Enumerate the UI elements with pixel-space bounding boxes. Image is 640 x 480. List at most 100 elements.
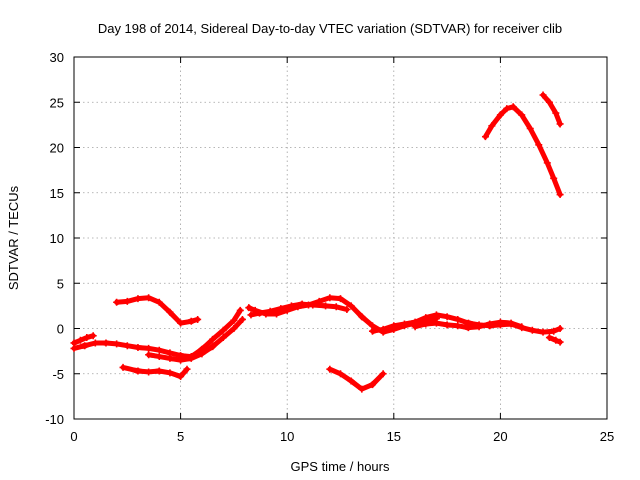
- y-tick-label: 25: [50, 95, 64, 110]
- data-point-marker: [194, 315, 202, 323]
- data-point-marker: [102, 339, 110, 347]
- series-band-arc-7-1: [249, 301, 348, 317]
- data-point-marker: [475, 323, 483, 331]
- data-point-marker: [238, 315, 246, 323]
- x-tick-label: 5: [177, 429, 184, 444]
- data-point-marker: [219, 334, 227, 342]
- data-point-marker: [556, 325, 564, 332]
- data-point-marker: [496, 111, 504, 119]
- x-tick-label: 15: [387, 429, 401, 444]
- y-tick-label: 30: [50, 50, 64, 65]
- data-point-marker: [545, 334, 553, 342]
- series-band-arc-5-1: [146, 317, 243, 362]
- data-point-marker: [70, 339, 78, 347]
- data-point-marker: [113, 298, 121, 306]
- data-point-marker: [443, 321, 451, 329]
- x-tick-label: 20: [493, 429, 507, 444]
- data-point-marker: [326, 365, 334, 373]
- data-point-marker: [390, 322, 398, 330]
- data-point-marker: [518, 111, 526, 119]
- chart-title: Day 198 of 2014, Sidereal Day-to-day VTE…: [98, 21, 562, 36]
- data-point-marker: [123, 297, 131, 305]
- data-point-marker: [535, 141, 543, 149]
- data-point-marker: [76, 336, 84, 344]
- data-point-marker: [528, 326, 536, 334]
- y-tick-label: 0: [57, 322, 64, 337]
- data-point-marker: [379, 370, 387, 378]
- data-point-marker: [145, 344, 153, 352]
- data-point-marker: [166, 354, 174, 362]
- data-point-marker: [347, 302, 355, 310]
- data-point-marker: [326, 294, 334, 302]
- data-point-marker: [400, 320, 408, 328]
- data-point-marker: [368, 381, 376, 389]
- data-point-marker: [411, 323, 419, 331]
- data-point-marker: [337, 295, 344, 303]
- data-point-marker: [550, 174, 558, 182]
- data-point-marker: [187, 317, 195, 325]
- data-point-marker: [322, 302, 330, 310]
- data-point-marker: [123, 342, 131, 350]
- data-point-marker: [432, 319, 440, 327]
- data-point-marker: [464, 324, 472, 332]
- data-point-marker: [177, 356, 185, 364]
- data-point-marker: [347, 377, 355, 385]
- data-point-marker: [368, 327, 376, 335]
- y-tick-label: -10: [45, 412, 64, 427]
- data-point-marker: [539, 328, 547, 336]
- y-tick-label: 20: [50, 141, 64, 156]
- data-point-marker: [155, 298, 163, 306]
- data-point-marker: [496, 318, 504, 326]
- data-point-marker: [545, 98, 553, 106]
- data-point-marker: [183, 365, 191, 373]
- data-point-marker: [379, 325, 387, 333]
- series-band-arc-8-1: [328, 366, 384, 391]
- data-point-marker: [543, 159, 551, 167]
- data-point-marker: [556, 120, 564, 128]
- data-point-marker: [145, 294, 153, 302]
- data-point-marker: [552, 109, 560, 117]
- axis-ticks: 0 5 10 15 20 25 -10 -5 0 5 10 15 20 25 30: [45, 50, 614, 444]
- x-tick-label: 25: [600, 429, 614, 444]
- data-point-marker: [134, 367, 142, 375]
- series-band-arc-13-1: [541, 94, 561, 127]
- data-point-marker: [509, 103, 517, 111]
- data-point-marker: [454, 315, 462, 323]
- data-point-marker: [266, 307, 274, 315]
- data-point-marker: [230, 316, 238, 324]
- data-point-marker: [230, 325, 238, 332]
- data-point-marker: [503, 105, 511, 113]
- data-point-marker: [166, 369, 174, 377]
- data-point-marker: [298, 300, 306, 308]
- data-point-marker: [155, 367, 163, 375]
- data-series: [70, 91, 564, 393]
- data-point-marker: [556, 338, 564, 346]
- y-tick-label: 15: [50, 186, 64, 201]
- data-point-marker: [443, 313, 451, 321]
- data-point-marker: [432, 311, 440, 319]
- data-point-marker: [91, 339, 99, 347]
- data-point-marker: [550, 327, 558, 335]
- data-point-marker: [488, 122, 496, 130]
- data-point-marker: [337, 370, 344, 378]
- data-point-marker: [287, 302, 295, 310]
- data-point-marker: [507, 319, 515, 327]
- data-point-marker: [113, 340, 121, 348]
- data-point-marker: [332, 303, 340, 311]
- data-point-marker: [422, 320, 430, 328]
- y-axis-label: SDTVAR / TECUs: [6, 185, 21, 290]
- data-point-marker: [145, 368, 153, 376]
- data-point-marker: [481, 133, 489, 141]
- data-point-marker: [552, 336, 560, 344]
- data-point-marker: [134, 344, 142, 352]
- x-tick-label: 10: [280, 429, 294, 444]
- data-point-marker: [255, 309, 263, 317]
- data-point-marker: [358, 385, 366, 393]
- data-point-marker: [556, 191, 564, 199]
- data-point-marker: [177, 319, 185, 327]
- data-point-marker: [518, 323, 526, 331]
- data-point-marker: [422, 314, 430, 322]
- x-axis-label: GPS time / hours: [291, 459, 390, 474]
- data-point-marker: [134, 295, 142, 303]
- data-point-marker: [309, 301, 317, 309]
